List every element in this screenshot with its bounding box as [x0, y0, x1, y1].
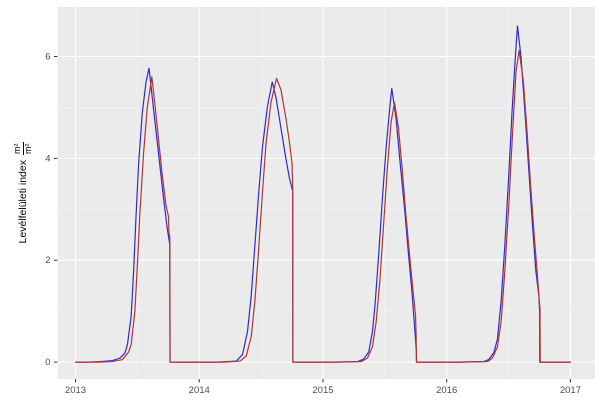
y-axis-tick-labels: 0 2 4 6: [45, 52, 50, 369]
y-axis-unit-numerator: m²: [12, 142, 24, 155]
x-tick-label: 2016: [436, 385, 457, 396]
y-tick-label: 0: [45, 357, 50, 368]
axis-tick-marks: [54, 56, 571, 383]
x-tick-label: 2015: [312, 385, 333, 396]
x-tick-label: 2013: [65, 385, 86, 396]
y-tick-label: 4: [45, 153, 50, 164]
y-tick-label: 6: [45, 52, 50, 63]
x-tick-label: 2017: [560, 385, 581, 396]
y-axis-label-text: Levélfelületi index: [17, 160, 29, 244]
y-tick-label: 2: [45, 255, 50, 266]
x-tick-label: 2014: [189, 385, 210, 396]
y-axis-unit-denominator: m²: [22, 143, 33, 155]
plot-panel: [57, 7, 595, 379]
red-line: [74, 49, 572, 363]
y-axis-unit-fraction: m² m²: [12, 142, 33, 155]
x-axis-tick-labels: 2013 2014 2015 2016 2017: [65, 385, 581, 396]
y-axis-label: Levélfelületi index m² m²: [3, 142, 43, 243]
